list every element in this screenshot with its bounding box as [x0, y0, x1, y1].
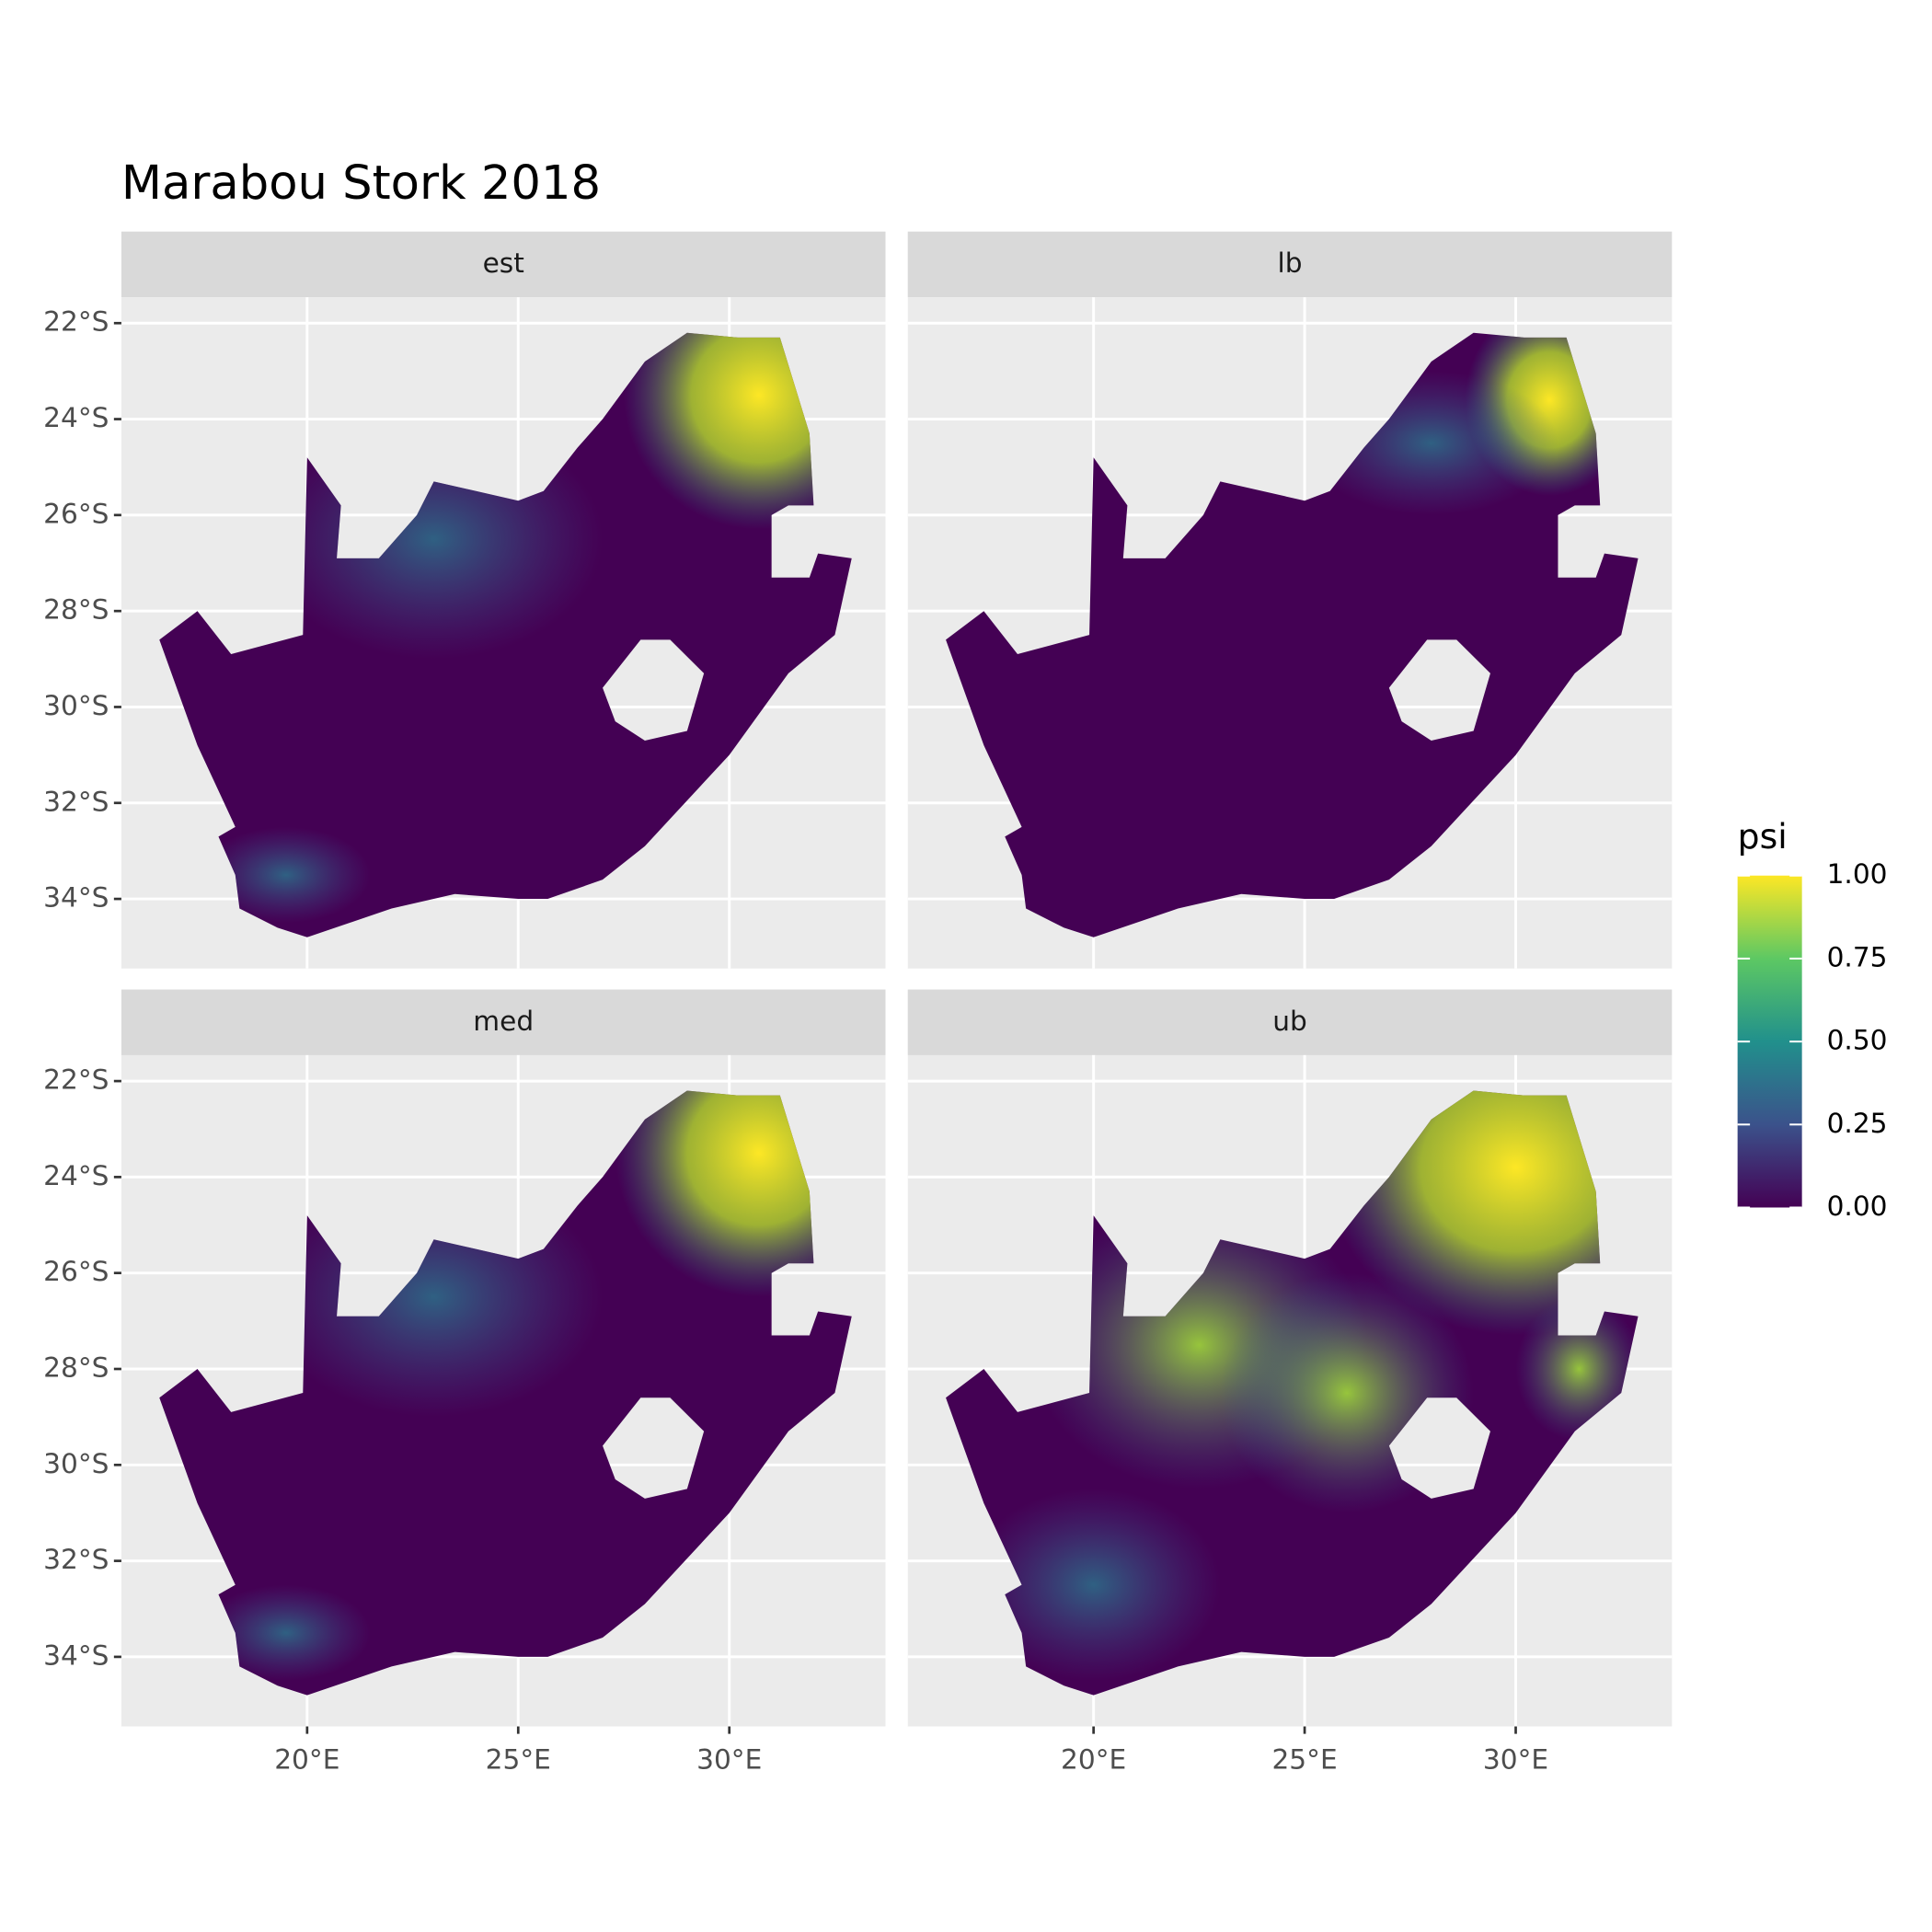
y-tick-label: 22°S — [43, 1064, 109, 1096]
y-tick-label: 32°S — [43, 786, 109, 817]
chart-title: Marabou Stork 2018 — [121, 156, 601, 211]
strip — [907, 989, 1673, 1055]
map-shading — [201, 1584, 371, 1681]
y-tick-label: 28°S — [43, 594, 109, 626]
y-tick-label: 30°S — [43, 690, 109, 721]
strip — [121, 231, 886, 298]
x-tick-label: 30°E — [696, 1744, 762, 1776]
y-tick-label: 30°S — [43, 1448, 109, 1479]
legend-label: 1.00 — [1827, 858, 1888, 890]
x-tick-label: 30°E — [1483, 1744, 1548, 1776]
x-tick-label: 25°E — [1271, 1744, 1337, 1776]
strip — [121, 989, 886, 1055]
y-tick-label: 24°S — [43, 1160, 109, 1191]
strip — [907, 231, 1673, 298]
y-tick-label: 24°S — [43, 402, 109, 433]
strip-label: ub — [1272, 1006, 1307, 1037]
y-tick-label: 34°S — [43, 882, 109, 914]
map-shading — [201, 826, 371, 924]
legend-label: 0.75 — [1827, 941, 1888, 972]
y-tick-label: 34°S — [43, 1639, 109, 1671]
legend-label: 0.25 — [1827, 1108, 1888, 1139]
x-tick-label: 20°E — [1061, 1744, 1126, 1776]
y-tick-label: 28°S — [43, 1352, 109, 1384]
x-tick-label: 20°E — [274, 1744, 339, 1776]
y-tick-label: 32°S — [43, 1544, 109, 1575]
y-tick-label: 26°S — [43, 498, 109, 529]
y-tick-label: 26°S — [43, 1256, 109, 1287]
legend-label: 0.00 — [1827, 1190, 1888, 1222]
strip-label: est — [483, 247, 524, 279]
legend-title: psi — [1738, 816, 1788, 857]
strip-label: lb — [1278, 247, 1303, 279]
y-tick-label: 22°S — [43, 306, 109, 338]
strip-label: med — [473, 1006, 534, 1037]
legend-label: 0.50 — [1827, 1025, 1888, 1056]
map-shading — [966, 1489, 1221, 1681]
x-tick-label: 25°E — [486, 1744, 551, 1776]
